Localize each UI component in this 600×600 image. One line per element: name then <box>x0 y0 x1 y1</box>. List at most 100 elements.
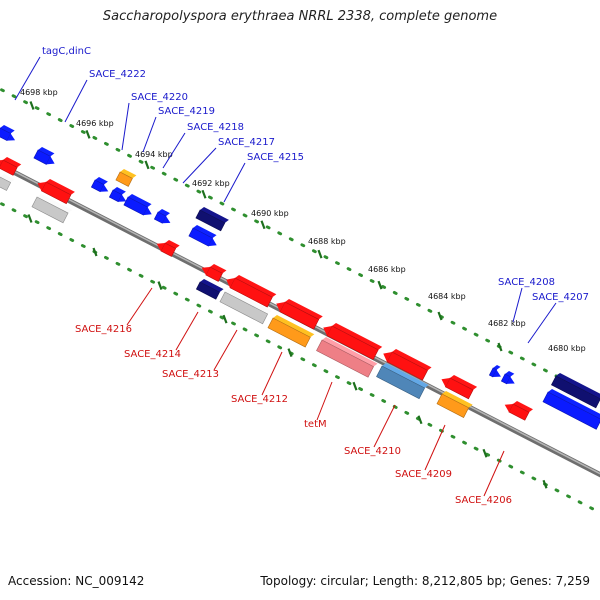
reverse-gene-top <box>210 264 227 274</box>
forward-label-leader <box>64 79 88 123</box>
forward-label-leader <box>14 56 41 101</box>
reverse-gene-arrowhead <box>323 326 332 336</box>
forward-gene-label: SACE_4215 <box>247 152 304 163</box>
reverse-gene-grey-top <box>225 289 272 315</box>
forward-gene-top <box>128 194 152 208</box>
reverse-label-leader <box>483 450 505 497</box>
forward-gene-label: SACE_4217 <box>218 137 275 148</box>
kbp-tick-label: 4694 kbp <box>135 150 173 159</box>
reverse-label-leader <box>316 381 333 421</box>
forward-gene-arrowhead <box>46 156 55 165</box>
reverse-label-leader <box>126 287 153 326</box>
reverse-label-leader <box>213 329 238 371</box>
map-title: Saccharopolyspora erythraea NRRL 2338, c… <box>102 9 498 24</box>
ruler-lower <box>0 201 600 515</box>
forward-label-leader <box>162 132 186 169</box>
reverse-gene-label: SACE_4216 <box>75 324 132 335</box>
forward-gene-top <box>193 225 217 239</box>
kbp-tick-label: 4684 kbp <box>428 292 466 301</box>
reverse-gene-orange-top <box>442 391 473 408</box>
forward-label-leader <box>182 147 217 184</box>
reverse-gene-label: SACE_4210 <box>344 446 401 457</box>
ruler-tick-upper <box>437 311 443 321</box>
reverse-gene-arrowhead <box>37 182 46 191</box>
reverse-gene-top <box>392 349 432 371</box>
kbp-tick-label: 4688 kbp <box>308 237 346 246</box>
ruler-tick-upper <box>201 189 207 199</box>
reverse-gene-grey-top <box>37 194 73 214</box>
forward-gene-top <box>95 177 108 185</box>
reverse-gene-orange <box>436 393 470 418</box>
reverse-gene-label: SACE_4214 <box>124 349 181 360</box>
reverse-gene-arrowhead <box>276 302 285 312</box>
reverse-gene-grey <box>0 176 12 191</box>
reverse-gene-top <box>285 299 323 320</box>
forward-gene-navy <box>195 209 226 232</box>
forward-gene-navy <box>551 375 600 409</box>
ruler-tick-lower <box>27 214 33 223</box>
reverse-label-leader <box>175 311 199 351</box>
reverse-gene-grey-top <box>0 174 15 183</box>
forward-gene-top <box>0 125 15 134</box>
forward-gene-label: SACE_4208 <box>498 277 555 288</box>
ruler-tick-lower <box>482 448 488 458</box>
reverse-gene-steel <box>376 365 426 400</box>
ruler-tick-lower <box>222 314 228 324</box>
ruler-tick-upper <box>144 160 150 170</box>
reverse-gene-navy-top <box>200 279 224 293</box>
forward-gene-label: SACE_4219 <box>158 106 215 117</box>
forward-gene-arrowhead <box>208 238 217 247</box>
reverse-gene-navy <box>195 281 220 300</box>
ruler-tick-lower <box>157 281 163 290</box>
forward-gene-arrowhead <box>6 133 16 141</box>
kbp-tick-label: 4690 kbp <box>251 209 289 218</box>
ruler-tick-lower <box>92 247 98 257</box>
reverse-gene-label: SACE_4212 <box>231 394 288 405</box>
reverse-gene-top <box>235 275 277 298</box>
reverse-gene-top <box>3 157 22 168</box>
forward-gene-label: SACE_4207 <box>532 292 589 303</box>
forward-gene-arrowhead <box>506 376 515 384</box>
forward-gene-arrowhead <box>162 216 171 224</box>
ruler-tick-upper <box>377 280 383 290</box>
reverse-gene <box>41 181 72 205</box>
kbp-tick-label: 4692 kbp <box>192 179 230 188</box>
reverse-gene-pink-top <box>322 337 378 367</box>
forward-gene-label: SACE_4218 <box>187 122 244 133</box>
ruler-tick-lower <box>352 381 358 391</box>
kbp-tick-label: 4682 kbp <box>488 319 526 328</box>
forward-label-leader <box>142 116 157 153</box>
forward-gene-label: tagC,dinC <box>42 46 91 57</box>
forward-gene-orange <box>115 171 133 187</box>
reverse-label-leader <box>261 351 283 396</box>
kbp-tick-label: 4696 kbp <box>76 119 114 128</box>
forward-label-leader <box>121 102 130 151</box>
reverse-gene-arrowhead <box>441 378 450 387</box>
forward-gene-top <box>158 209 170 217</box>
kbp-tick-label: 4680 kbp <box>548 344 586 353</box>
ruler-tick-lower <box>417 415 423 425</box>
ruler-tick-upper <box>85 130 91 139</box>
ruler-tick-upper <box>260 220 266 230</box>
reverse-gene-arrowhead <box>201 267 210 275</box>
forward-gene-top <box>113 187 126 195</box>
reverse-gene-orange-top <box>273 315 315 338</box>
forward-label-leader <box>512 287 523 323</box>
ruler-tick-upper <box>29 101 35 110</box>
forward-label-leader <box>223 162 246 203</box>
forward-gene-navy-top <box>200 207 229 223</box>
forward-gene-top <box>493 365 501 370</box>
ruler-tick-upper <box>497 342 503 352</box>
forward-gene-arrowhead <box>492 369 501 377</box>
reverse-gene-arrowhead <box>0 160 3 166</box>
forward-gene-label: SACE_4222 <box>89 69 146 80</box>
reverse-gene-grey <box>31 196 69 224</box>
forward-gene-top <box>548 389 600 419</box>
reverse-gene-top <box>513 401 533 413</box>
reverse-gene-label: SACE_4209 <box>395 469 452 480</box>
reverse-gene-top <box>332 323 383 350</box>
reverse-label-leader <box>373 404 396 448</box>
reverse-gene-grey <box>219 291 269 325</box>
